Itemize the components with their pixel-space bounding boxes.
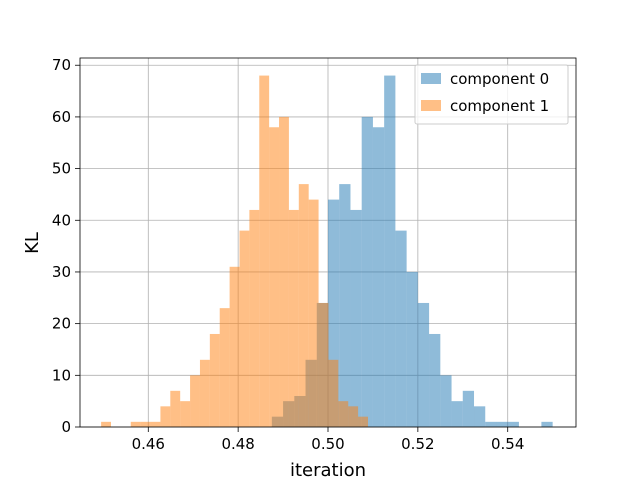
bar-component-1-bin-21 bbox=[308, 199, 319, 427]
y-tick-label-6: 60 bbox=[52, 108, 71, 126]
histogram-bars bbox=[101, 75, 553, 428]
bar-component-1-bin-7 bbox=[170, 390, 181, 427]
y-axis-label: KL bbox=[22, 232, 43, 254]
bar-component-1-bin-13 bbox=[229, 266, 240, 427]
legend-swatch-component-1 bbox=[421, 100, 441, 111]
y-tick-label-4: 40 bbox=[52, 211, 71, 229]
bar-component-0-bin-9 bbox=[372, 127, 385, 427]
legend-swatch-component-0 bbox=[421, 73, 441, 84]
bar-component-0-bin-5 bbox=[328, 199, 340, 427]
bar-component-1-bin-10 bbox=[199, 359, 210, 427]
legend: component 0 component 1 bbox=[414, 64, 569, 125]
bar-component-0-bin-14 bbox=[429, 333, 441, 427]
bar-component-0-bin-10 bbox=[384, 75, 396, 428]
bar-component-1-bin-9 bbox=[190, 375, 200, 427]
bar-component-0-bin-21 bbox=[507, 421, 519, 427]
y-tick-label-1: 10 bbox=[52, 366, 71, 384]
bar-component-0-bin-8 bbox=[361, 116, 373, 428]
bar-component-0-bin-12 bbox=[406, 271, 418, 427]
legend-label-component-0: component 0 bbox=[450, 70, 549, 88]
bar-component-1-bin-22 bbox=[318, 302, 329, 427]
bar-component-1-bin-26 bbox=[358, 416, 368, 427]
bar-component-0-bin-17 bbox=[462, 390, 475, 427]
y-tick-label-5: 50 bbox=[52, 160, 71, 178]
x-tick-label-1: 0.48 bbox=[221, 435, 254, 453]
bar-component-0-bin-16 bbox=[451, 401, 463, 427]
y-tick-label-3: 30 bbox=[52, 263, 71, 281]
bar-component-1-bin-24 bbox=[338, 401, 349, 427]
bar-component-1-bin-19 bbox=[288, 209, 299, 427]
bar-component-0-bin-15 bbox=[440, 375, 452, 427]
bar-component-1-bin-23 bbox=[328, 359, 339, 427]
x-tick-label-0: 0.46 bbox=[132, 435, 165, 453]
x-tick-label-3: 0.52 bbox=[401, 435, 434, 453]
x-tick-label-4: 0.54 bbox=[491, 435, 524, 453]
bar-component-1-bin-17 bbox=[269, 127, 280, 427]
bar-component-0-bin-24 bbox=[541, 421, 553, 427]
legend-label-component-1: component 1 bbox=[450, 97, 549, 115]
bar-component-0-bin-13 bbox=[417, 302, 430, 427]
bar-component-0-bin-20 bbox=[496, 421, 508, 427]
bar-component-1-bin-4 bbox=[140, 421, 151, 427]
bar-component-1-bin-11 bbox=[209, 333, 220, 427]
bar-component-1-bin-8 bbox=[180, 401, 191, 427]
bar-component-1-bin-15 bbox=[249, 209, 260, 427]
bar-component-1-bin-18 bbox=[279, 116, 289, 428]
bar-component-1-bin-12 bbox=[219, 308, 230, 427]
bar-component-0-bin-11 bbox=[395, 230, 407, 427]
bar-component-1-bin-6 bbox=[160, 406, 171, 427]
legend-frame bbox=[414, 64, 569, 125]
x-tick-label-2: 0.50 bbox=[311, 435, 344, 453]
y-tick-label-2: 20 bbox=[52, 315, 71, 333]
y-tick-label-0: 0 bbox=[61, 418, 71, 436]
bar-component-1-bin-0 bbox=[101, 421, 111, 427]
x-axis-label: iteration bbox=[290, 460, 366, 480]
axis-ticks: 0.46 0.48 0.50 0.52 0.54 0 10 20 30 40 50 60 70 bbox=[52, 56, 525, 453]
bar-component-0-bin-7 bbox=[350, 209, 362, 427]
bar-component-1-bin-14 bbox=[239, 230, 250, 427]
bar-component-1-bin-16 bbox=[259, 75, 270, 428]
bar-component-1-bin-3 bbox=[130, 421, 141, 427]
bar-component-0-bin-19 bbox=[485, 421, 497, 427]
bar-component-0-bin-6 bbox=[339, 184, 351, 427]
bar-component-1-bin-20 bbox=[298, 184, 309, 427]
y-tick-label-7: 70 bbox=[52, 56, 71, 74]
bar-component-1-bin-25 bbox=[348, 406, 359, 427]
bar-component-1-bin-5 bbox=[150, 421, 161, 427]
bar-component-0-bin-18 bbox=[474, 406, 486, 427]
series-component-1 bbox=[101, 75, 368, 428]
